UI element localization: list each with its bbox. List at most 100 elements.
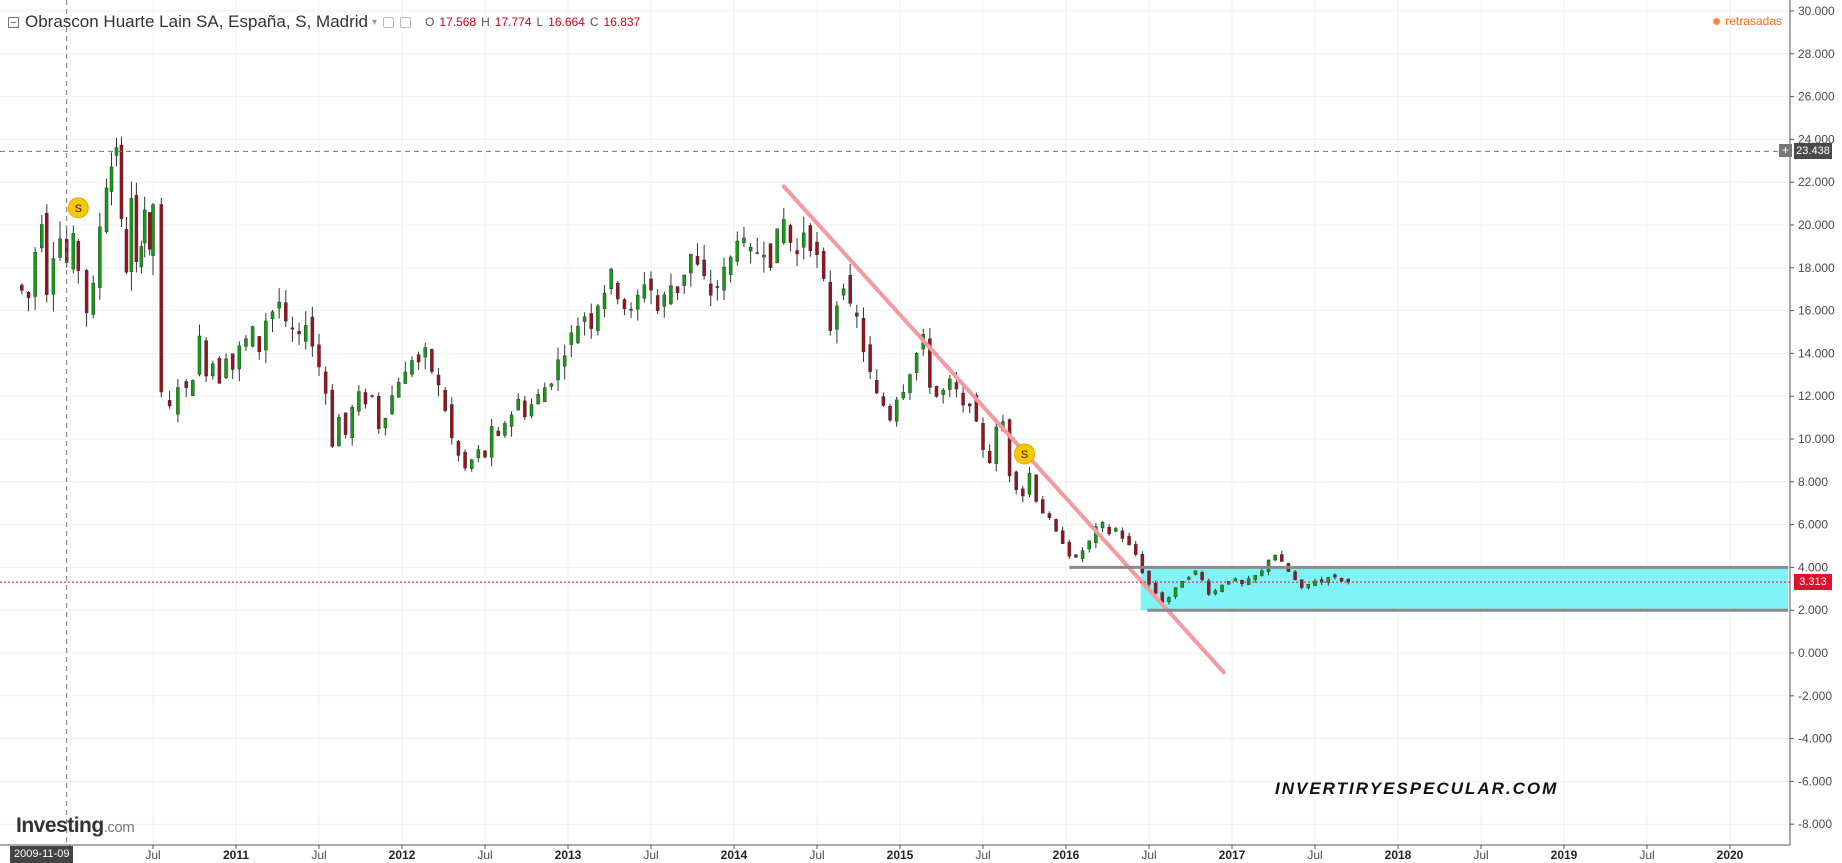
- time-tick-label: Jul: [145, 848, 160, 862]
- candle: [901, 384, 906, 401]
- candle: [1007, 418, 1012, 483]
- candle: [104, 178, 109, 234]
- candle: [1200, 570, 1204, 582]
- time-tick-label: Jul: [1639, 848, 1654, 862]
- candle: [629, 302, 633, 318]
- annotation-overlays: SS: [0, 0, 1790, 845]
- time-tick-label: 2014: [721, 848, 748, 862]
- candle: [875, 369, 879, 395]
- settings-icon[interactable]: [383, 16, 395, 28]
- candle: [20, 283, 24, 295]
- candle: [71, 225, 76, 274]
- price-tick-label: 16.000: [1798, 304, 1835, 318]
- candle: [134, 182, 139, 273]
- hide-icon[interactable]: [400, 16, 412, 28]
- candle: [861, 307, 866, 362]
- price-tick-label: 14.000: [1798, 346, 1835, 360]
- candle: [1187, 575, 1191, 581]
- candle: [635, 289, 640, 321]
- logo-suffix: .com: [103, 819, 135, 836]
- candle: [430, 348, 434, 375]
- candle: [151, 202, 155, 276]
- candle: [503, 420, 507, 438]
- candle: [888, 403, 892, 422]
- collapse-icon[interactable]: [8, 16, 19, 28]
- candle: [941, 387, 945, 404]
- candle: [1060, 526, 1065, 545]
- candle: [1233, 577, 1238, 582]
- candle: [191, 379, 195, 396]
- candle: [403, 361, 408, 384]
- candle: [868, 336, 872, 380]
- candle: [934, 385, 939, 398]
- candle: [1167, 596, 1171, 605]
- candle: [569, 324, 574, 358]
- candle: [230, 353, 235, 379]
- candle: [436, 368, 441, 397]
- candle: [124, 216, 129, 275]
- candle: [1293, 570, 1297, 581]
- time-tick-label: 2011: [223, 848, 249, 862]
- candle: [317, 333, 321, 376]
- candle: [270, 309, 275, 333]
- candle: [1041, 495, 1045, 514]
- candle: [167, 390, 172, 409]
- candle: [343, 412, 348, 439]
- candlestick-series: [20, 136, 1350, 605]
- candle: [722, 257, 726, 301]
- candle: [370, 394, 374, 398]
- split-event-marker[interactable]: S: [67, 197, 89, 219]
- candle: [410, 356, 414, 378]
- candle: [250, 325, 255, 348]
- candle: [649, 271, 653, 305]
- symbol-title[interactable]: Obrascon Huarte Lain SA, España, S, Madr…: [25, 12, 369, 31]
- delayed-label: retrasadas: [1725, 14, 1782, 28]
- candle: [1280, 550, 1284, 562]
- candle: [1067, 539, 1072, 559]
- candle: [1147, 570, 1151, 587]
- downtrend-line[interactable]: [781, 184, 1226, 675]
- candle: [908, 373, 912, 400]
- candle: [695, 243, 700, 266]
- candle: [815, 231, 819, 269]
- candle: [139, 240, 144, 274]
- price-tick-label: -2.000: [1798, 689, 1832, 703]
- candle: [197, 324, 202, 377]
- time-tick-label: 2013: [555, 848, 582, 862]
- split-event-marker[interactable]: S: [1014, 443, 1035, 465]
- price-tick-label: -8.000: [1798, 817, 1832, 831]
- candle: [675, 286, 680, 300]
- candle: [1313, 578, 1317, 586]
- ohlc-readout: O 17.568 H 17.774 L 16.664 C 16.837: [425, 15, 640, 29]
- candle: [396, 377, 401, 398]
- candle: [622, 298, 627, 316]
- candle: [914, 352, 919, 381]
- chevron-down-icon[interactable]: ▾: [372, 16, 378, 28]
- chart-header: Obrascon Huarte Lain SA, España, S, Madr…: [8, 12, 640, 32]
- candle: [224, 353, 228, 380]
- price-tick-label: 12.000: [1798, 389, 1835, 403]
- candle: [483, 450, 487, 459]
- candle: [994, 419, 999, 472]
- time-tick-label: Jul: [1307, 848, 1322, 862]
- candle: [1054, 518, 1058, 532]
- candle: [476, 445, 481, 463]
- add-alert-button[interactable]: +: [1779, 144, 1792, 158]
- delayed-indicator[interactable]: retrasadas: [1713, 14, 1782, 28]
- candle: [987, 444, 992, 464]
- candle: [529, 398, 534, 419]
- candle: [801, 216, 806, 260]
- candle: [443, 386, 447, 413]
- candle: [1173, 587, 1178, 600]
- crosshair-date-badge: 2009-11-09: [10, 846, 74, 863]
- last-price-badge: 3.313: [1794, 574, 1832, 591]
- candle: [808, 223, 813, 257]
- price-tick-label: 10.000: [1798, 432, 1835, 446]
- time-tick-label: Jul: [477, 848, 492, 862]
- candle: [1107, 524, 1111, 536]
- candle: [469, 458, 474, 472]
- candle: [543, 382, 547, 403]
- candle: [489, 418, 494, 467]
- event-marker-label: S: [1021, 449, 1028, 461]
